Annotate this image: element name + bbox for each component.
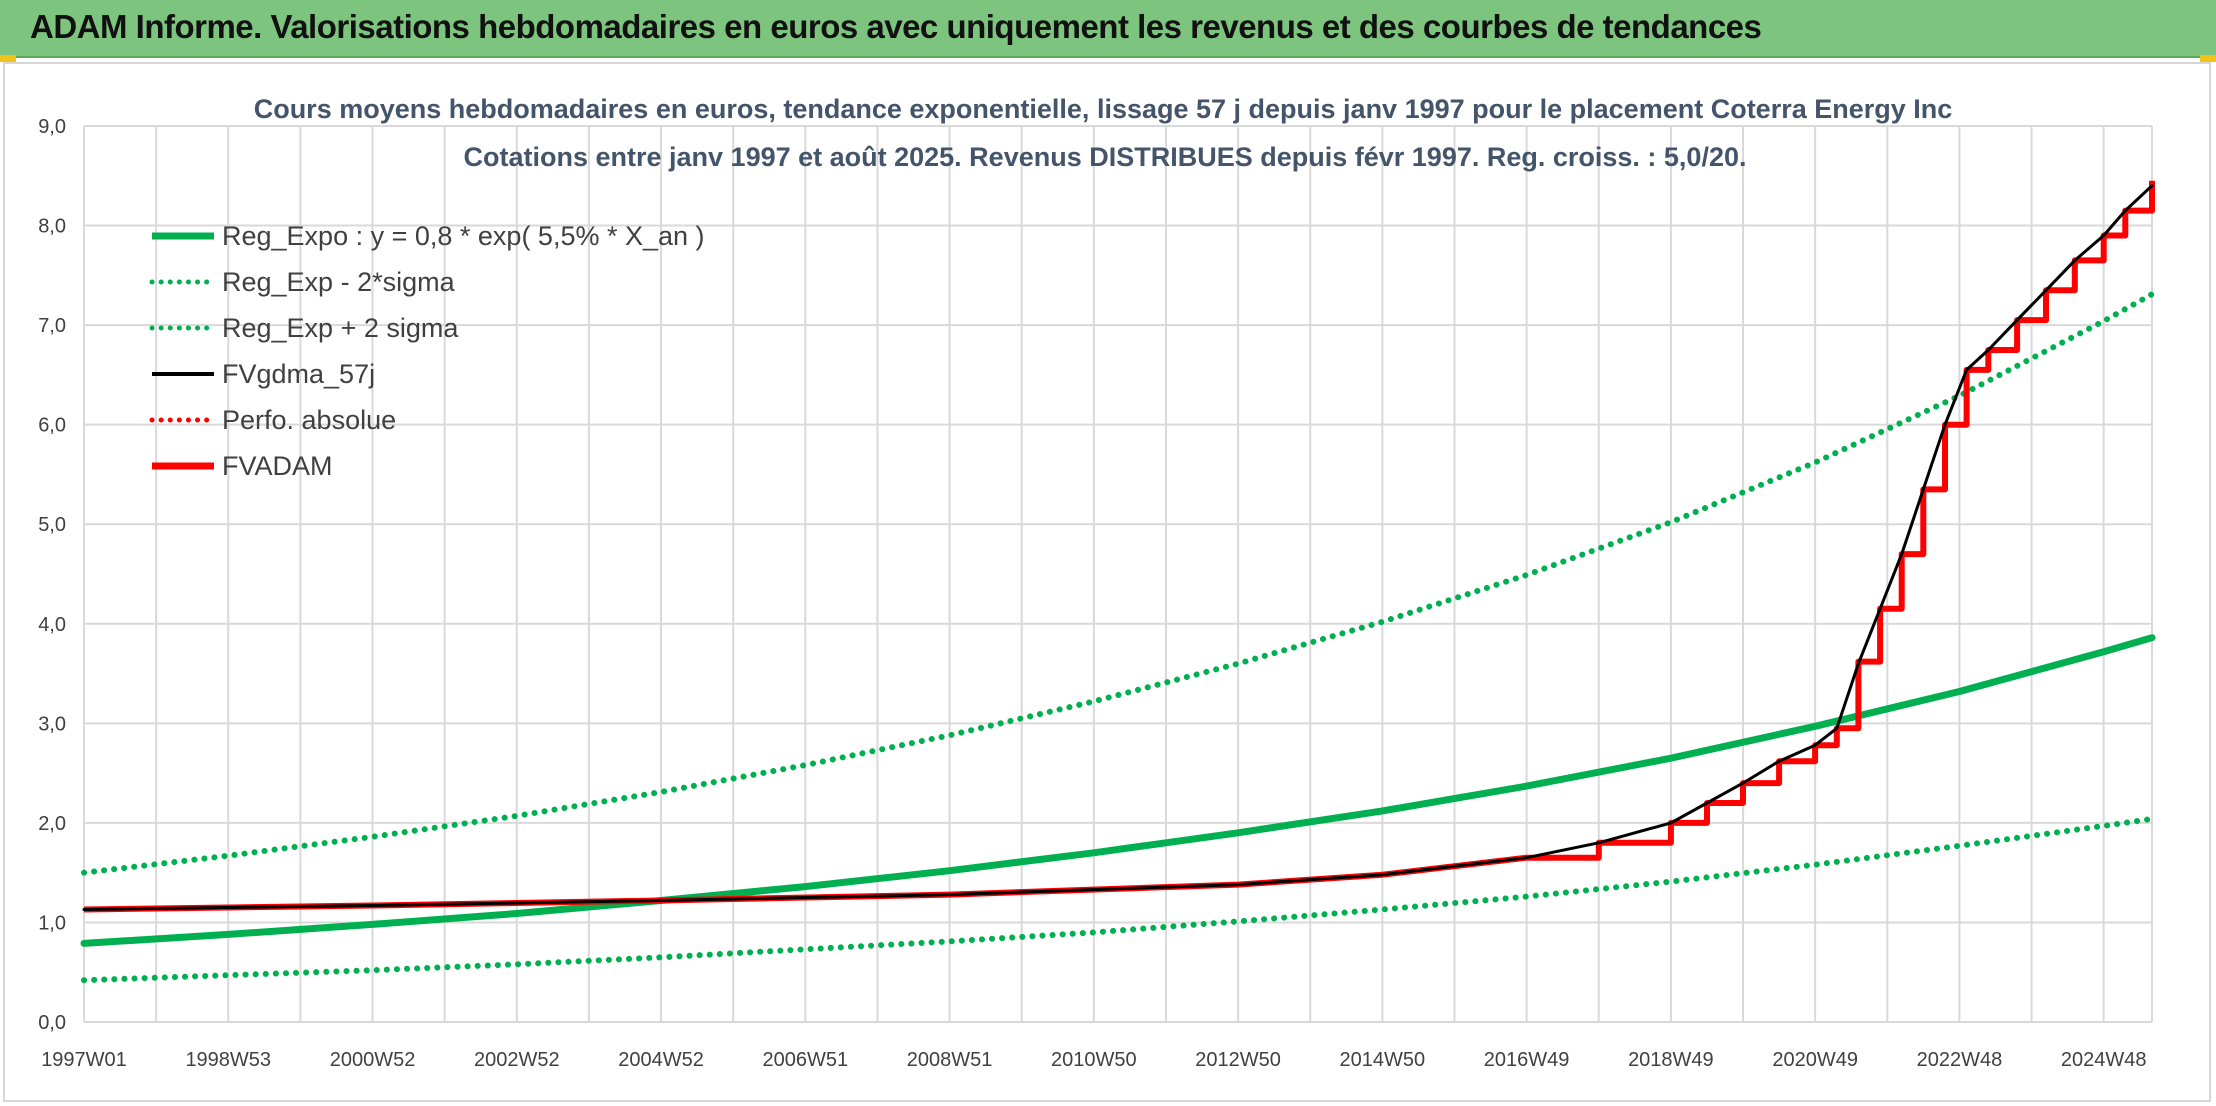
y-tick-label: 7,0 xyxy=(38,315,66,337)
series-reg-exp-minus-2sigma xyxy=(81,815,2155,984)
y-tick-label: 1,0 xyxy=(38,912,66,934)
x-tick-label: 2016W49 xyxy=(1484,1049,1570,1071)
chart-series xyxy=(80,180,2156,984)
legend-label: Reg_Expo : y = 0,8 * exp( 5,5% * X_an ) xyxy=(222,221,705,251)
y-tick-label: 5,0 xyxy=(38,514,66,536)
legend-label: Reg_Exp - 2*sigma xyxy=(222,267,456,297)
x-tick-label: 1998W53 xyxy=(185,1049,271,1071)
y-tick-label: 2,0 xyxy=(38,813,66,835)
x-tick-label: 2020W49 xyxy=(1772,1049,1858,1071)
legend-label: FVADAM xyxy=(222,451,333,481)
y-tick-label: 0,0 xyxy=(38,1012,66,1034)
y-tick-label: 4,0 xyxy=(38,614,66,636)
y-tick-label: 9,0 xyxy=(38,116,66,138)
x-tick-label: 2004W52 xyxy=(618,1049,704,1071)
chart-frame xyxy=(3,62,2211,1102)
x-tick-label: 2014W50 xyxy=(1340,1049,1426,1071)
x-tick-label: 2024W48 xyxy=(2061,1049,2147,1071)
y-tick-label: 8,0 xyxy=(38,216,66,238)
corner-marker-top-left xyxy=(0,55,16,62)
series-reg-exp-plus-2sigma xyxy=(81,291,2155,876)
x-tick-label: 2006W51 xyxy=(762,1049,848,1071)
report-title: ADAM Informe. Valorisations hebdomadaire… xyxy=(30,8,1762,45)
series-fvadam xyxy=(83,180,2155,913)
chart-title: Cours moyens hebdomadaires en euros, ten… xyxy=(254,94,1953,124)
chart-legend: Reg_Expo : y = 0,8 * exp( 5,5% * X_an ) R… xyxy=(149,221,705,481)
series-fvgdma-57j xyxy=(82,184,2154,911)
legend-label: Perfo. absolue xyxy=(222,405,396,435)
y-tick-label: 6,0 xyxy=(38,415,66,437)
x-tick-label: 2008W51 xyxy=(907,1049,993,1071)
y-tick-label: 3,0 xyxy=(38,713,66,735)
x-tick-label: 2022W48 xyxy=(1917,1049,2003,1071)
x-tick-label: 1997W01 xyxy=(41,1049,127,1071)
x-tick-label: 2002W52 xyxy=(474,1049,560,1071)
series-reg-expo xyxy=(80,634,2156,947)
legend-label: Reg_Exp + 2 sigma xyxy=(222,313,459,343)
x-tick-label: 2012W50 xyxy=(1195,1049,1281,1071)
x-tick-label: 2000W52 xyxy=(330,1049,416,1071)
x-tick-label: 2010W50 xyxy=(1051,1049,1137,1071)
legend-label: FVgdma_57j xyxy=(222,359,375,389)
chart-subtitle: Cotations entre janv 1997 et août 2025. … xyxy=(464,142,1747,172)
report-header: ADAM Informe. Valorisations hebdomadaire… xyxy=(0,0,2216,58)
x-tick-label: 2018W49 xyxy=(1628,1049,1714,1071)
axis-ticks: 0,0 1,0 2,0 3,0 4,0 5,0 6,0 7,0 8,0 9,0 1997W01 199… xyxy=(38,116,2146,1071)
corner-marker-top-right xyxy=(2200,55,2216,62)
